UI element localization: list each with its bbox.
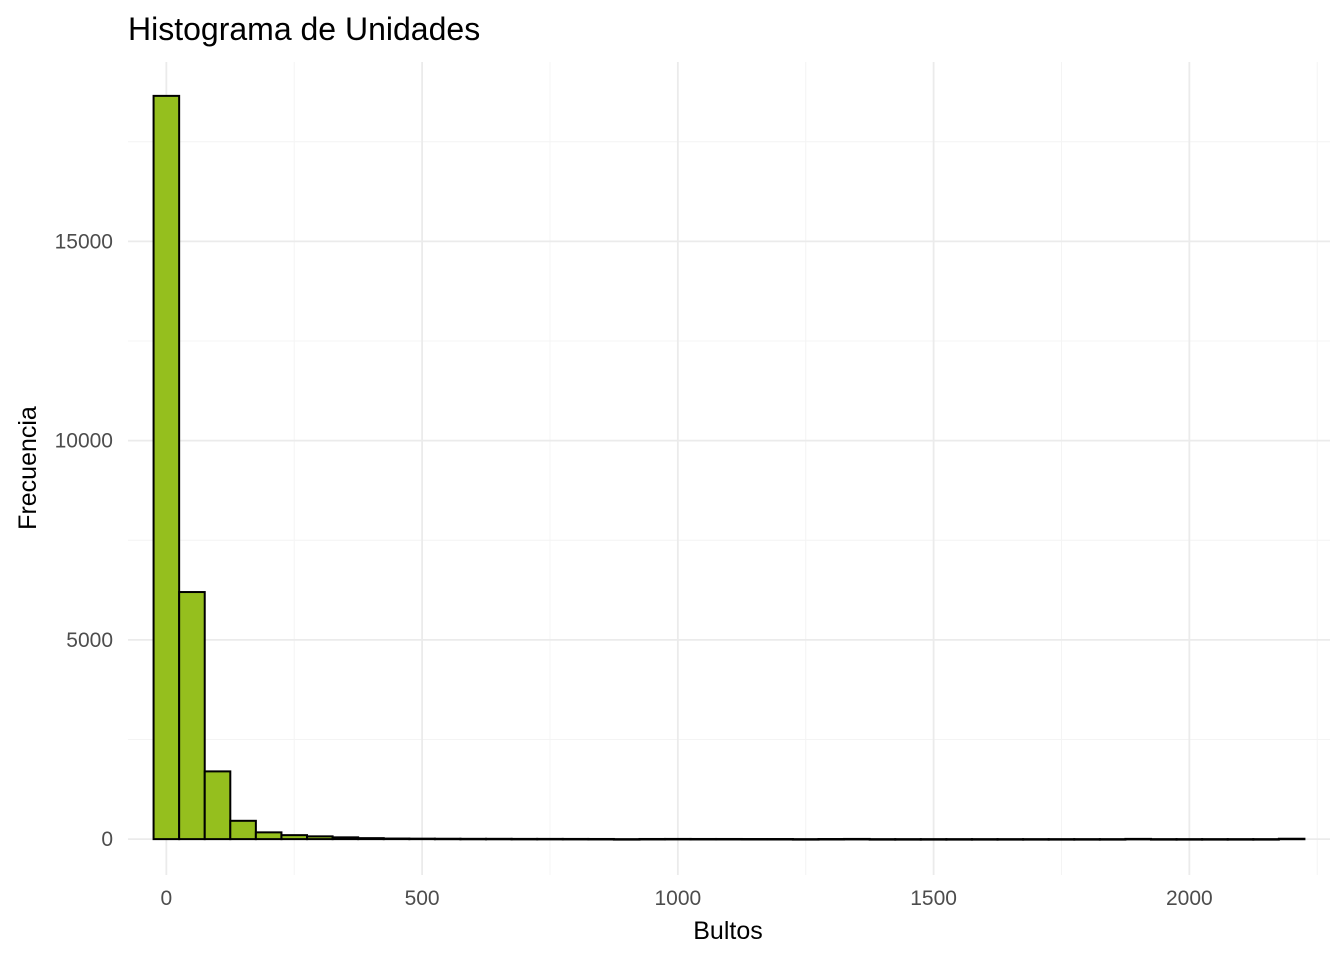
histogram-bar: [1277, 837, 1306, 841]
histogram-bar: [817, 838, 846, 841]
y-tick-label: 5000: [66, 629, 113, 652]
histogram-bar: [1098, 838, 1127, 841]
y-tick-label: 0: [101, 828, 113, 851]
histogram-bar: [689, 837, 718, 841]
histogram-bar: [1201, 838, 1229, 841]
x-axis-title: Bultos: [693, 917, 762, 945]
histogram-bar: [868, 838, 897, 841]
histogram-bar: [306, 835, 334, 841]
histogram-bar: [485, 837, 513, 841]
histogram-bar: [1022, 838, 1050, 841]
histogram-bar: [664, 837, 692, 841]
histogram-bar: [357, 837, 385, 841]
histogram-bar: [459, 837, 488, 841]
histogram-bar: [536, 837, 564, 841]
histogram-bar: [843, 837, 871, 841]
x-tick-labels: 0 500 1000 1500 2000: [161, 887, 1213, 910]
histogram-bar: [638, 837, 667, 841]
histogram-bar: [433, 837, 462, 841]
histogram-bar: [1073, 838, 1101, 841]
y-axis-title: Frecuencia: [14, 406, 42, 530]
histogram-bar: [996, 838, 1025, 841]
histogram-bar: [510, 837, 539, 841]
histogram-bar: [715, 837, 743, 841]
histogram-bar: [945, 838, 973, 841]
bars-layer: [152, 94, 1306, 841]
histogram-bar: [178, 591, 206, 841]
x-tick-label: 2000: [1166, 887, 1213, 910]
histogram-bar: [740, 838, 769, 841]
histogram-bar: [970, 838, 999, 841]
histogram-bar: [1047, 838, 1076, 841]
histogram-bar: [894, 838, 922, 841]
histogram-bar: [587, 837, 615, 841]
y-tick-label: 15000: [55, 230, 113, 253]
histogram-bar: [331, 836, 360, 841]
grid-layer: [128, 62, 1330, 875]
histogram-bar: [766, 838, 794, 841]
x-tick-label: 0: [161, 887, 173, 910]
histogram-bar: [612, 838, 641, 841]
histogram-bar: [408, 837, 436, 841]
histogram-bar: [1175, 838, 1204, 841]
histogram-bar: [280, 834, 309, 841]
histogram-bar: [919, 838, 948, 841]
histogram-bar: [1124, 837, 1152, 841]
histogram-bar: [152, 94, 181, 841]
histogram-bar: [1226, 838, 1255, 841]
chart-title: Histograma de Unidades: [128, 11, 480, 47]
histogram-bar: [791, 838, 820, 841]
x-tick-label: 1500: [910, 887, 957, 910]
histogram-bar: [229, 819, 257, 841]
histogram-bar: [1149, 838, 1178, 841]
histogram-bar: [254, 831, 283, 841]
x-tick-label: 500: [405, 887, 440, 910]
histogram-bar: [1252, 838, 1280, 841]
histogram-bar: [203, 770, 232, 841]
y-tick-labels: 0 5000 10000 15000: [55, 230, 113, 851]
histogram-bar: [561, 837, 590, 841]
histogram-bar: [382, 837, 411, 841]
x-tick-label: 1000: [654, 887, 701, 910]
y-tick-label: 10000: [55, 430, 113, 453]
